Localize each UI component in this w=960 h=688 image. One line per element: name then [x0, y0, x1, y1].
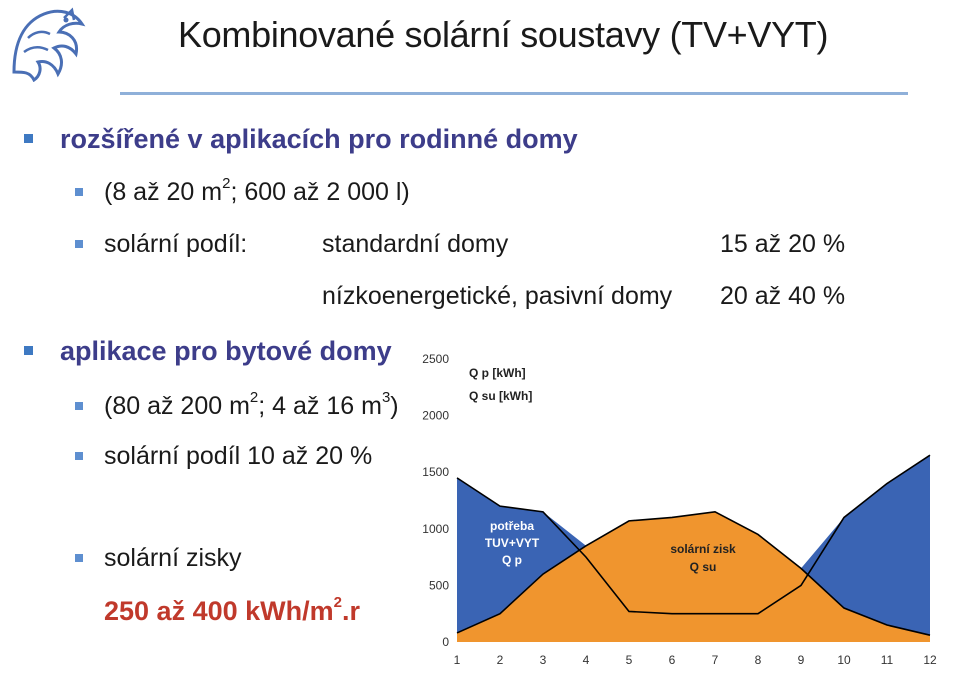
demand-annotation: Q p: [502, 553, 522, 567]
bullet-marker: [24, 134, 33, 143]
legend-solar-gain: Q su [kWh]: [469, 389, 532, 403]
monthly-energy-chart: 0 500 1000 1500 2000 2500 1 2 3 4 5 6 7 8 9 10 11 12 Q p […: [405, 337, 960, 683]
y-tick-label: 2500: [422, 352, 449, 366]
x-tick-label: 8: [755, 653, 762, 667]
x-tick-label: 5: [626, 653, 633, 667]
x-tick-label: 6: [669, 653, 676, 667]
x-tick-label: 3: [540, 653, 547, 667]
sub-bullet-marker: [75, 240, 83, 248]
bullet-marker: [24, 346, 33, 355]
demand-annotation: TUV+VYT: [485, 536, 540, 550]
y-tick-label: 2000: [422, 409, 449, 423]
sub-bullet-marker: [75, 554, 83, 562]
demand-annotation: potřeba: [490, 519, 534, 533]
sub-bullet-marker: [75, 452, 83, 460]
solar-share-label: solární podíl:: [104, 230, 248, 258]
x-tick-label: 9: [798, 653, 805, 667]
share-standard: 15 až 20 %: [720, 230, 846, 258]
share-low-energy: 20 až 40 %: [720, 282, 846, 310]
solar-gain-annotation: solární zisk: [670, 542, 736, 556]
y-tick-label: 0: [442, 635, 449, 649]
x-tick-label: 11: [881, 653, 894, 667]
solar-gains-label: solární zisky: [104, 544, 242, 572]
demand-line: [456, 454, 931, 615]
slide-title: Kombinované solární soustavy (TV+VYT): [178, 14, 829, 55]
x-tick-label: 1: [454, 653, 461, 667]
apartment-solar-share: solární podíl 10 až 20 %: [104, 442, 373, 470]
y-tick-label: 1500: [422, 465, 449, 479]
apartment-size: (80 až 200 m2; 4 až 16 m3): [104, 388, 399, 420]
x-tick-label: 4: [583, 653, 590, 667]
solar-gains-value: 250 až 400 kWh/m2.r: [104, 594, 360, 626]
y-tick-label: 1000: [422, 522, 449, 536]
x-tick-label: 2: [497, 653, 504, 667]
university-logo: [4, 2, 94, 82]
bullet-family-houses: rozšířené v aplikacích pro rodinné domy: [60, 124, 578, 154]
solar-gain-annotation: Q su: [690, 560, 717, 574]
title-divider: [120, 92, 908, 95]
x-tick-label: 7: [712, 653, 719, 667]
family-house-size: (8 až 20 m2; 600 až 2 000 l): [104, 174, 410, 206]
house-type-low-energy: nízkoenergetické, pasivní domy: [322, 282, 673, 310]
sub-bullet-marker: [75, 402, 83, 410]
x-tick-label: 10: [837, 653, 851, 667]
bullet-apartment-buildings: aplikace pro bytové domy: [60, 336, 392, 366]
house-type-standard: standardní domy: [322, 230, 509, 258]
legend-demand: Q p [kWh]: [469, 366, 526, 380]
solar-gain-area: [457, 511, 930, 642]
sub-bullet-marker: [75, 188, 83, 196]
y-tick-label: 500: [429, 578, 449, 592]
x-tick-label: 12: [923, 653, 937, 667]
solar-gain-line: [456, 510, 931, 636]
